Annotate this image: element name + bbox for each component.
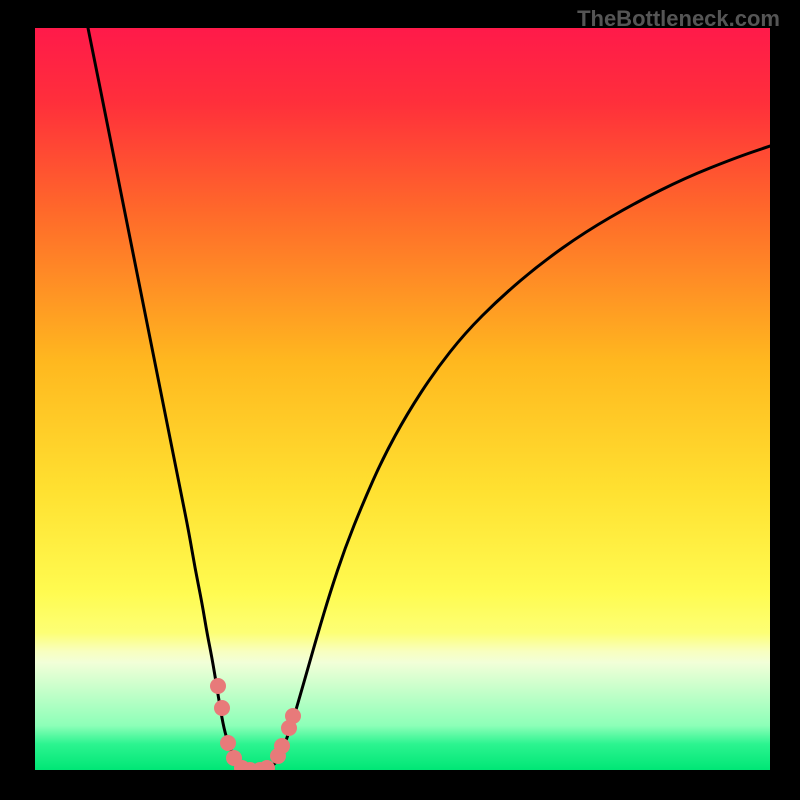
chart-svg bbox=[35, 28, 770, 770]
marker-point bbox=[220, 735, 236, 751]
bottleneck-curve bbox=[88, 28, 770, 770]
chart-container: TheBottleneck.com bbox=[0, 0, 800, 800]
watermark-text: TheBottleneck.com bbox=[577, 6, 780, 32]
marker-point bbox=[210, 678, 226, 694]
marker-point bbox=[214, 700, 230, 716]
marker-point bbox=[274, 738, 290, 754]
marker-point bbox=[285, 708, 301, 724]
